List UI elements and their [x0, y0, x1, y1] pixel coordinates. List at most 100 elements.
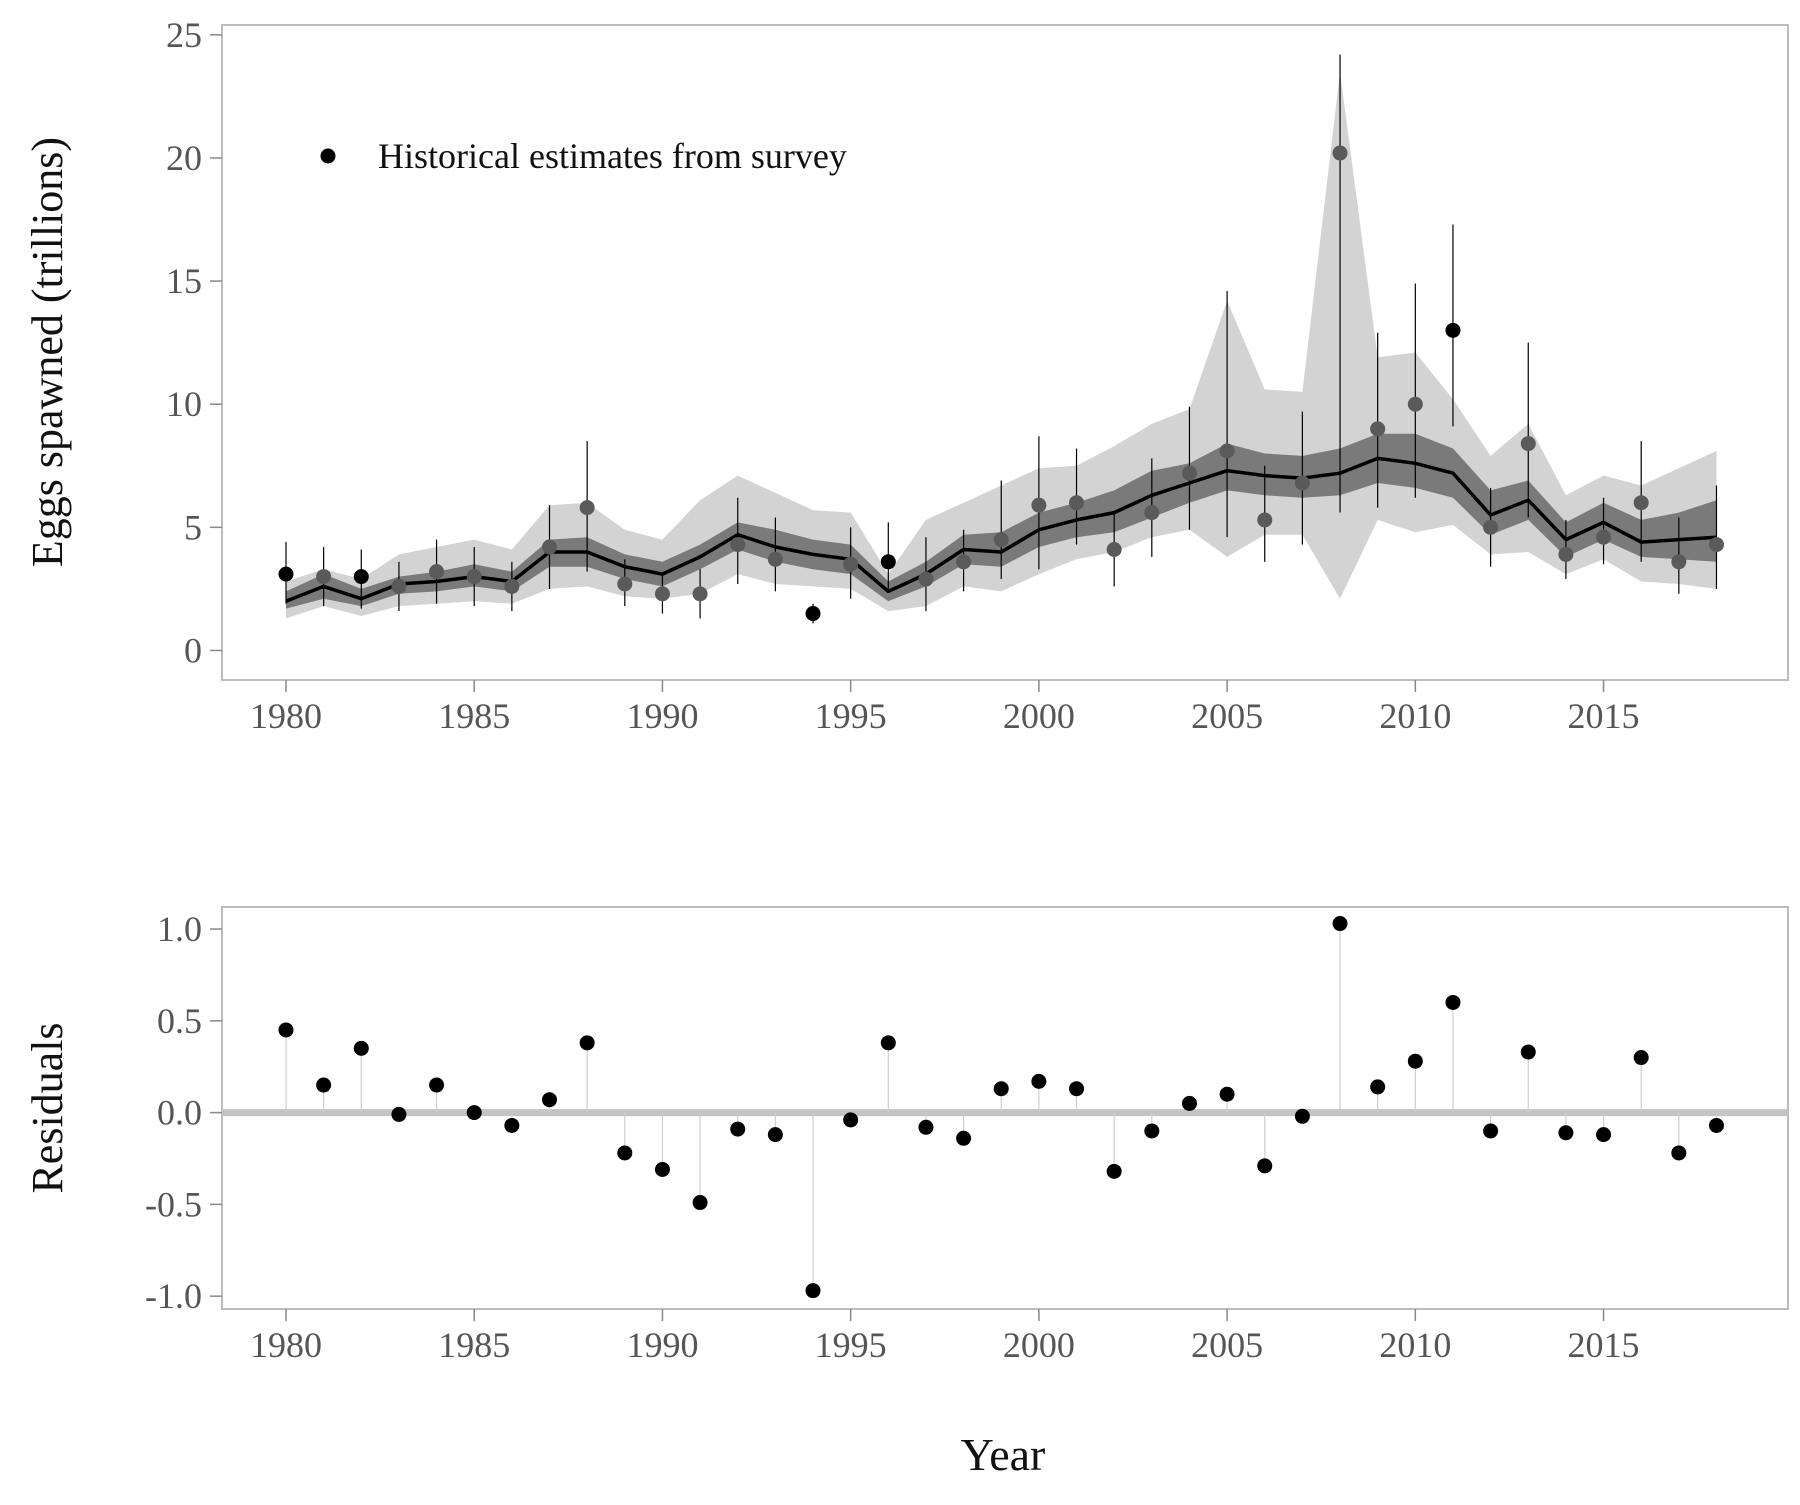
survey-point — [1332, 145, 1348, 161]
residual-points — [278, 916, 1724, 1299]
residual-point — [1633, 1050, 1649, 1066]
residual-point — [843, 1112, 859, 1128]
survey-point — [1370, 421, 1386, 437]
survey-point — [880, 554, 896, 570]
residual-point — [1445, 994, 1461, 1010]
top-y-axis: 0 5 10 15 20 25 — [166, 15, 222, 670]
residual-point — [654, 1161, 670, 1177]
survey-point — [1558, 546, 1574, 562]
residual-point — [1294, 1108, 1310, 1124]
survey-point — [391, 578, 407, 594]
top-x-tick-label: 2010 — [1379, 696, 1451, 736]
top-x-tick-label: 2000 — [1003, 696, 1075, 736]
survey-point — [1407, 396, 1423, 412]
bottom-panel-border — [221, 906, 1789, 1310]
survey-point — [767, 551, 783, 567]
bottom-y-axis: -1.0 -0.5 0.0 0.5 1.0 — [145, 909, 222, 1316]
survey-point — [654, 586, 670, 602]
bottom-y-tick-label: -1.0 — [145, 1276, 202, 1316]
residual-point — [1483, 1123, 1499, 1139]
top-y-tick-label: 5 — [184, 507, 202, 547]
top-y-tick-label: 20 — [166, 138, 202, 178]
residual-point — [1671, 1145, 1687, 1161]
bottom-y-axis-title: Residuals — [23, 1022, 72, 1193]
top-x-tick-label: 2015 — [1568, 696, 1640, 736]
survey-point — [617, 576, 633, 592]
top-y-tick-label: 15 — [166, 261, 202, 301]
residual-point — [504, 1117, 520, 1133]
survey-point — [1219, 443, 1235, 459]
residual-point — [353, 1040, 369, 1056]
bottom-y-tick-label: 1.0 — [157, 909, 202, 949]
residual-point — [692, 1195, 708, 1211]
residual-point — [1370, 1079, 1386, 1095]
residual-stems — [285, 923, 1718, 1291]
residual-point — [730, 1121, 746, 1137]
survey-point — [278, 566, 294, 582]
bottom-x-tick-label: 2005 — [1191, 1325, 1263, 1365]
bottom-y-tick-label: -0.5 — [145, 1184, 202, 1224]
top-panel-border — [221, 24, 1789, 681]
residual-point — [1181, 1095, 1197, 1111]
survey-point — [316, 569, 332, 585]
survey-point — [993, 532, 1009, 548]
legend: Historical estimates from survey — [320, 136, 847, 176]
residual-point — [1219, 1086, 1235, 1102]
survey-point — [353, 569, 369, 585]
top-y-tick-label: 0 — [184, 630, 202, 670]
survey-point — [1671, 554, 1687, 570]
survey-point — [1708, 537, 1724, 553]
residual-point — [1069, 1081, 1085, 1097]
top-y-axis-title: Eggs spawned (trillions) — [23, 137, 72, 567]
legend-marker — [320, 148, 336, 164]
residual-point — [391, 1106, 407, 1122]
residual-point — [1031, 1073, 1047, 1089]
survey-point — [1106, 541, 1122, 557]
bottom-y-tick-label: 0.5 — [157, 1001, 202, 1041]
residual-point — [278, 1022, 294, 1038]
residual-point — [579, 1035, 595, 1051]
survey-point — [1257, 512, 1273, 528]
survey-point — [1181, 465, 1197, 481]
residual-point — [466, 1105, 482, 1121]
top-y-tick-label: 25 — [166, 15, 202, 55]
residual-point — [918, 1119, 934, 1135]
residual-point — [1708, 1117, 1724, 1133]
survey-point — [1445, 322, 1461, 338]
residual-point — [617, 1145, 633, 1161]
survey-point — [579, 500, 595, 516]
survey-point — [1144, 505, 1160, 521]
bottom-x-tick-label: 1995 — [815, 1325, 887, 1365]
residual-point — [1596, 1127, 1612, 1143]
residual-point — [1257, 1158, 1273, 1174]
survey-point — [805, 606, 821, 622]
residual-point — [1558, 1125, 1574, 1141]
residual-point — [805, 1283, 821, 1299]
survey-point — [843, 556, 859, 572]
x-axis-title: Year — [961, 1429, 1046, 1480]
survey-point — [542, 539, 558, 555]
bottom-y-tick-label: 0.0 — [157, 1093, 202, 1133]
top-x-tick-label: 1985 — [438, 696, 510, 736]
survey-point — [1596, 529, 1612, 545]
survey-point — [429, 564, 445, 580]
bottom-x-tick-label: 1980 — [250, 1325, 322, 1365]
survey-point — [1633, 495, 1649, 511]
bottom-x-axis: 1980 1985 1990 1995 2000 2005 2010 2015 — [250, 1309, 1640, 1365]
residual-point — [1144, 1123, 1160, 1139]
bottom-x-tick-label: 2015 — [1568, 1325, 1640, 1365]
residual-point — [542, 1092, 558, 1108]
survey-point — [1069, 495, 1085, 511]
survey-point — [466, 569, 482, 585]
survey-point — [692, 586, 708, 602]
residual-point — [1407, 1053, 1423, 1069]
survey-point — [918, 571, 934, 587]
legend-label: Historical estimates from survey — [378, 136, 847, 176]
inner-credible-band — [286, 433, 1717, 609]
residual-point — [880, 1035, 896, 1051]
survey-point — [504, 578, 520, 594]
residual-point — [429, 1077, 445, 1093]
survey-point — [1031, 497, 1047, 513]
